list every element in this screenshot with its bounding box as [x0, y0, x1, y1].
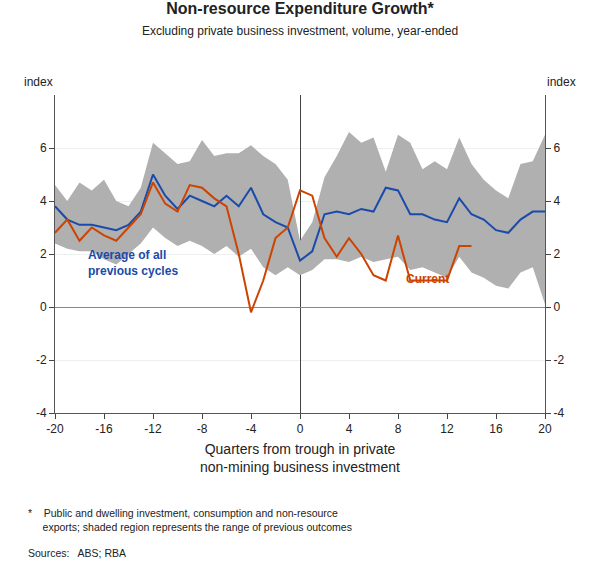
svg-text:Sources: ABS; RBA: Sources: ABS; RBA — [28, 547, 126, 559]
svg-text:-2: -2 — [36, 353, 47, 367]
svg-text:0: 0 — [297, 422, 304, 436]
svg-text:* Public and dwelling inves: * Public and dwelling investment, consum… — [28, 507, 352, 533]
svg-text:4: 4 — [553, 194, 560, 208]
svg-text:4: 4 — [40, 194, 47, 208]
svg-text:6: 6 — [553, 141, 560, 155]
svg-text:-16: -16 — [95, 422, 113, 436]
svg-text:-12: -12 — [144, 422, 162, 436]
svg-text:-4: -4 — [36, 406, 47, 420]
svg-text:Average of allprevious cycles: Average of allprevious cycles — [88, 248, 178, 278]
svg-text:20: 20 — [538, 422, 552, 436]
svg-text:2: 2 — [40, 247, 47, 261]
svg-text:0: 0 — [553, 300, 560, 314]
svg-text:-8: -8 — [197, 422, 208, 436]
svg-text:0: 0 — [40, 300, 47, 314]
svg-text:-4: -4 — [246, 422, 257, 436]
svg-text:Quarters from trough in privat: Quarters from trough in privatenon-minin… — [200, 441, 400, 475]
svg-text:-4: -4 — [553, 406, 564, 420]
svg-text:8: 8 — [395, 422, 402, 436]
svg-text:Current: Current — [406, 272, 449, 286]
svg-text:Non-resource Expenditure Growt: Non-resource Expenditure Growth*Excludin… — [142, 0, 458, 38]
svg-text:16: 16 — [489, 422, 503, 436]
svg-text:index: index — [24, 75, 53, 89]
svg-text:12: 12 — [440, 422, 454, 436]
svg-text:6: 6 — [40, 141, 47, 155]
svg-text:-2: -2 — [553, 353, 564, 367]
svg-text:index: index — [547, 75, 576, 89]
svg-text:4: 4 — [346, 422, 353, 436]
svg-text:-20: -20 — [46, 422, 64, 436]
svg-text:2: 2 — [553, 247, 560, 261]
